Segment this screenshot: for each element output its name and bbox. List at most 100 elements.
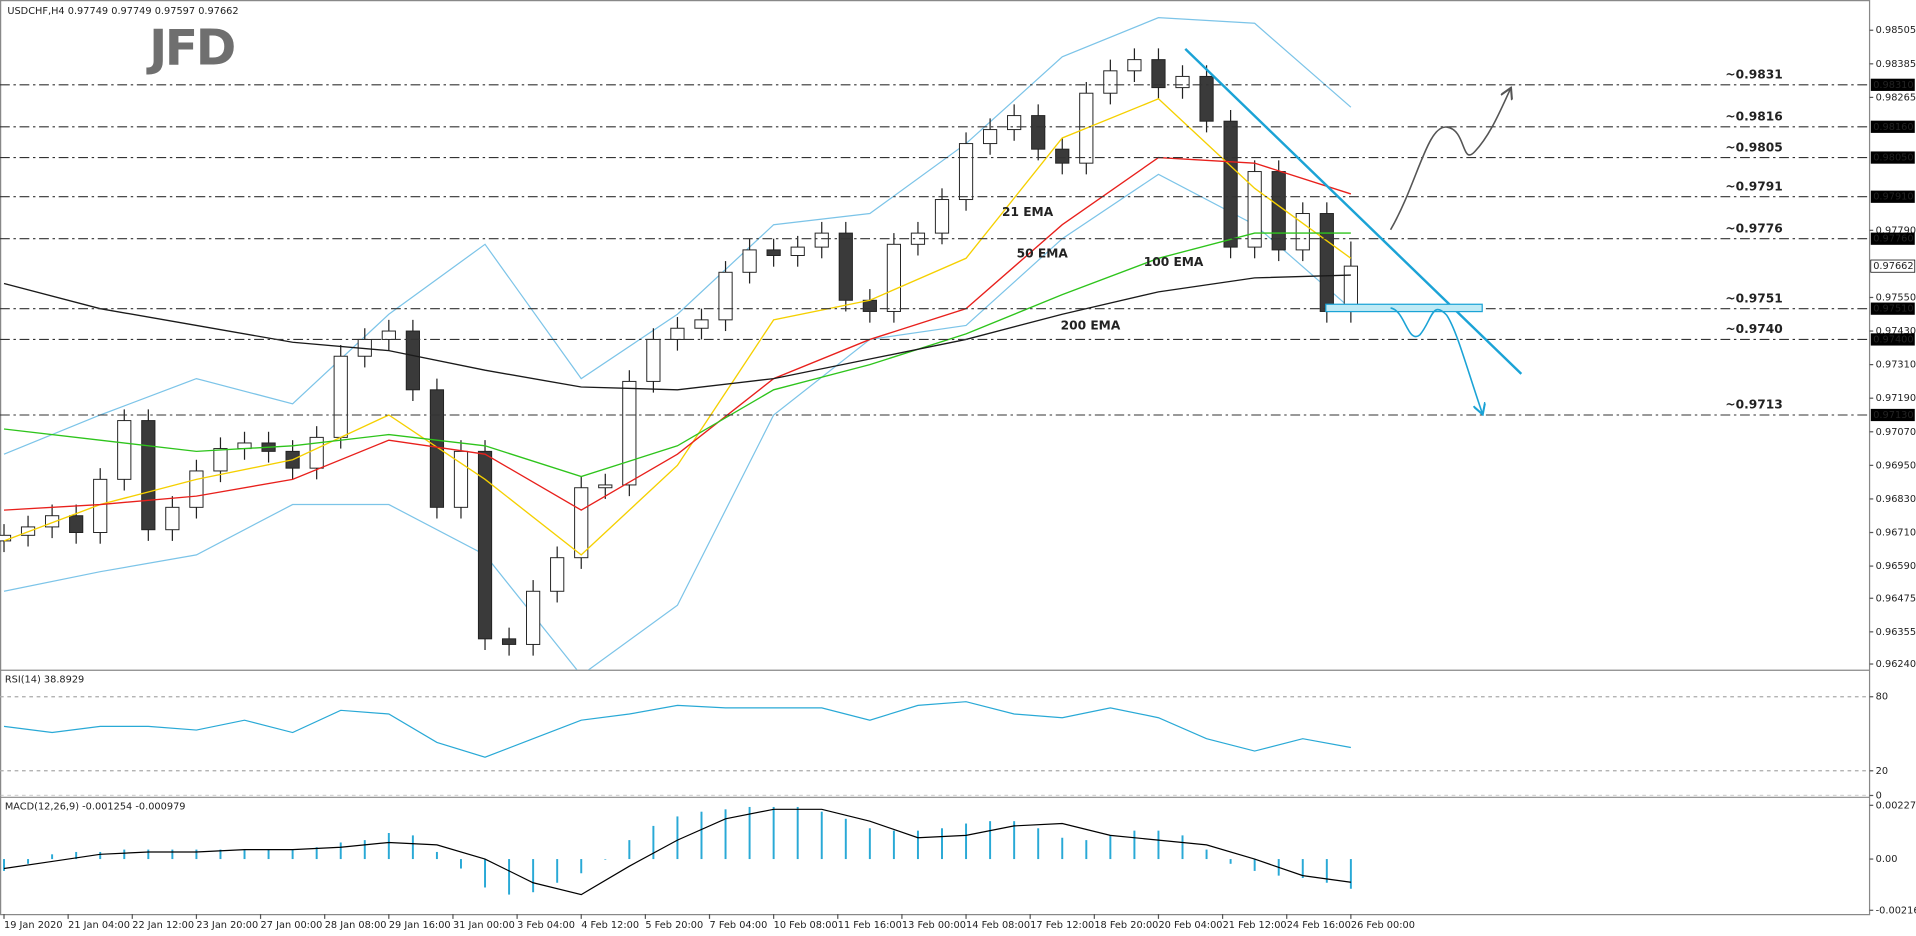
candle-body xyxy=(381,330,396,340)
level-tag-box xyxy=(1870,78,1915,91)
y-tick-label: 0.96830 xyxy=(1876,494,1916,505)
macd-bar xyxy=(652,825,655,860)
macd-bar xyxy=(892,830,895,860)
x-tick-label: 24 Feb 16:00 xyxy=(1287,920,1351,931)
candle-body xyxy=(117,420,132,480)
bollinger-upper xyxy=(3,17,1352,455)
macd-bar xyxy=(123,849,126,860)
x-tick-label: 11 Feb 16:00 xyxy=(838,920,902,931)
candle-body xyxy=(982,129,998,145)
macd-bar xyxy=(339,842,342,860)
macd-bar xyxy=(1301,859,1304,879)
candle-body xyxy=(550,557,565,592)
ema-label: 200 EMA xyxy=(1061,319,1121,333)
level-tag: 0.98310 xyxy=(1873,80,1913,91)
y-tick-label: 0.97430 xyxy=(1876,326,1916,337)
macd-bar xyxy=(27,859,30,864)
macd-bar xyxy=(411,835,414,860)
rsi-line xyxy=(3,701,1351,758)
macd-bar xyxy=(748,806,751,860)
y-tick-label: 0.97310 xyxy=(1876,360,1916,371)
macd-bar xyxy=(315,847,318,860)
candle-body xyxy=(1175,75,1190,89)
x-tick-label: 3 Feb 04:00 xyxy=(517,920,575,931)
candle-body xyxy=(429,389,445,508)
level-tag: 0.98160 xyxy=(1873,122,1913,133)
macd-bar xyxy=(1253,859,1256,871)
candle-body xyxy=(1295,213,1310,251)
macd-bar xyxy=(844,818,847,860)
candle-body xyxy=(958,143,974,201)
candle-body xyxy=(477,450,493,640)
level-tag-box xyxy=(1870,302,1915,315)
support-zone xyxy=(1325,303,1483,313)
x-tick-label: 4 Feb 12:00 xyxy=(581,920,639,931)
macd-bar xyxy=(219,849,222,860)
macd-bar xyxy=(556,859,559,883)
bollinger-lower xyxy=(3,173,1352,670)
macd-bar xyxy=(868,828,871,860)
level-tag-box xyxy=(1870,190,1915,203)
bullish-projection xyxy=(1389,89,1511,231)
y-tick-label: 0.96355 xyxy=(1876,627,1916,638)
macd-bar xyxy=(1229,859,1232,864)
candle-body xyxy=(45,515,60,528)
candle-body xyxy=(1031,115,1046,150)
rsi-plot xyxy=(0,696,1870,796)
x-tick-label: 14 Feb 08:00 xyxy=(966,920,1030,931)
macd-bar xyxy=(916,830,919,860)
macd-bar xyxy=(484,859,487,888)
macd-bar xyxy=(363,840,366,860)
bearish-projection xyxy=(1390,307,1483,413)
level-label: ~0.9740 xyxy=(1725,322,1782,336)
y-tick-label: 80 xyxy=(1876,692,1888,703)
macd-signal-line xyxy=(3,808,1351,896)
y-tick-label: 0 xyxy=(1876,790,1882,801)
candle-body xyxy=(1055,148,1070,164)
candle-body xyxy=(574,487,589,559)
y-tick-label: 0.96475 xyxy=(1876,593,1916,604)
macd-bar xyxy=(532,859,535,893)
y-tick-label: 0.96950 xyxy=(1876,460,1916,471)
candle-body xyxy=(790,246,805,256)
level-label: ~0.9791 xyxy=(1725,179,1782,193)
candle-body xyxy=(1103,70,1118,94)
x-tick-label: 26 Feb 00:00 xyxy=(1351,920,1415,931)
macd-bar xyxy=(989,821,992,860)
candle-body xyxy=(1319,213,1334,312)
macd-bar xyxy=(1085,840,1088,860)
y-tick-label: 0.98505 xyxy=(1876,25,1916,36)
macd-bar xyxy=(724,809,727,860)
candle-body xyxy=(1247,171,1262,248)
x-tick-label: 13 Feb 00:00 xyxy=(902,920,966,931)
candle-body xyxy=(694,319,709,329)
y-tick-label: 0.97790 xyxy=(1876,225,1916,236)
candle-body xyxy=(501,638,517,645)
x-tick-label: 31 Jan 00:00 xyxy=(453,920,515,931)
candle-body xyxy=(1223,120,1238,248)
x-tick-label: 21 Feb 12:00 xyxy=(1223,920,1287,931)
candle-body xyxy=(405,330,420,391)
candle-body xyxy=(1271,171,1286,251)
macd-bar xyxy=(171,849,174,860)
macd-bar xyxy=(1205,849,1208,860)
candle-body xyxy=(598,484,613,489)
logo: JFD xyxy=(146,19,234,76)
x-tick-label: 19 Jan 2020 xyxy=(4,920,63,931)
level-label: ~0.9805 xyxy=(1725,140,1782,154)
macd-bar xyxy=(1349,859,1352,889)
candle-body xyxy=(622,380,637,486)
macd-bar xyxy=(628,840,631,860)
chart-header: USDCHF,H4 0.97749 0.97749 0.97597 0.9766… xyxy=(7,6,238,17)
ema-line xyxy=(3,156,1352,511)
analysis-drawings xyxy=(1184,47,1523,413)
macd-bar xyxy=(99,851,102,860)
candle-body xyxy=(1199,75,1214,122)
macd-bar xyxy=(604,859,607,860)
macd-bar xyxy=(965,823,968,860)
level-tag-box xyxy=(1870,151,1915,164)
candle-body xyxy=(670,327,685,340)
level-label: ~0.9816 xyxy=(1725,110,1782,124)
